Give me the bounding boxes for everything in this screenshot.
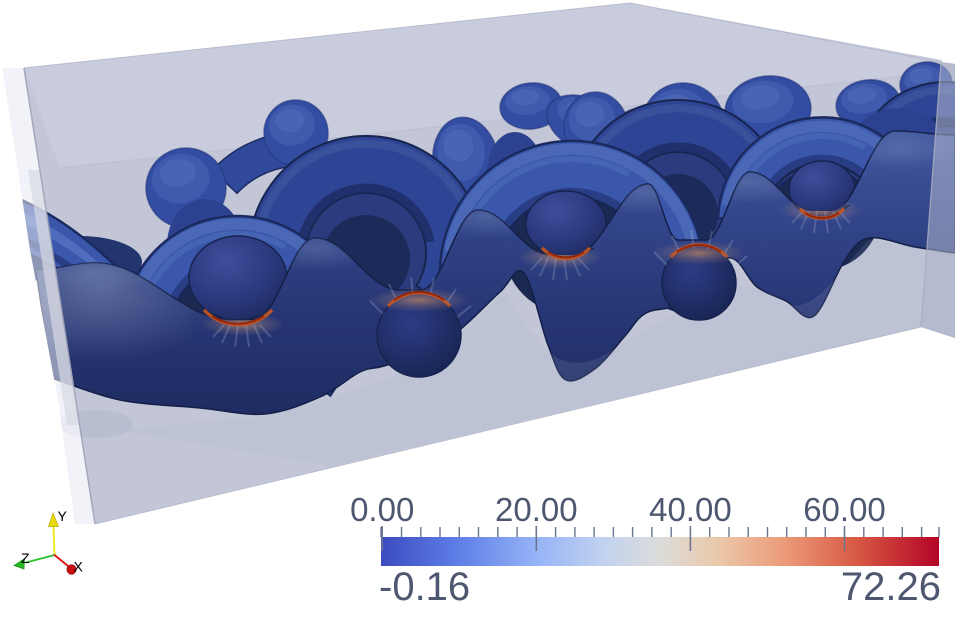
svg-text:60.00: 60.00 xyxy=(803,491,886,528)
svg-text:0.00: 0.00 xyxy=(350,491,414,528)
svg-text:Y: Y xyxy=(58,508,68,524)
svg-text:72.26: 72.26 xyxy=(841,565,941,609)
svg-text:-0.16: -0.16 xyxy=(379,565,470,609)
svg-text:40.00: 40.00 xyxy=(649,491,732,528)
svg-text:20.00: 20.00 xyxy=(495,491,578,528)
svg-text:X: X xyxy=(74,559,84,575)
svg-text:Z: Z xyxy=(21,550,30,566)
